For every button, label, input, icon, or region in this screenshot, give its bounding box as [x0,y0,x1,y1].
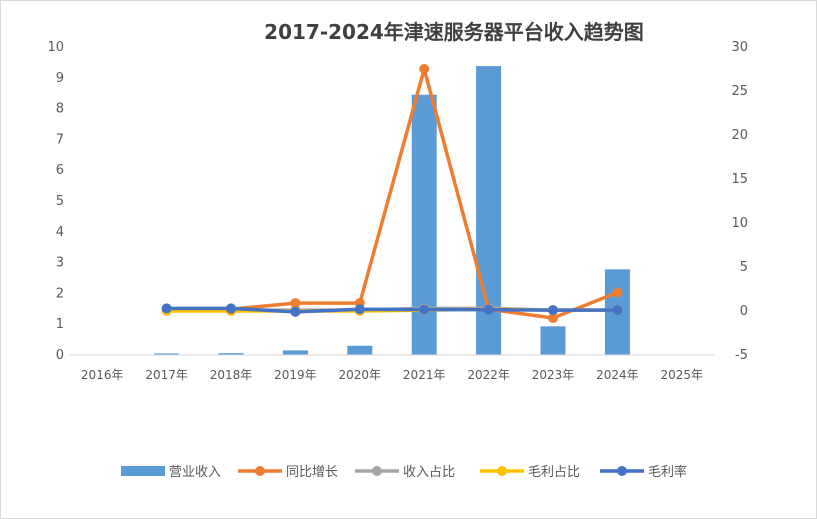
x-tick-label: 2017年 [145,368,188,382]
series-point-4 [290,306,301,317]
left-axis: 0 1 2 3 4 5 6 7 8 9 10 [47,40,64,363]
left-tick-label: 0 [56,348,64,363]
series-point-4 [419,304,430,315]
legend-swatch-marker [372,466,382,476]
x-tick-label: 2018年 [210,368,253,382]
x-axis: 2016年 2017年 2018年 2019年 2020年 2021年 2022年 2023年… [81,368,703,382]
right-tick-label: 20 [731,128,748,143]
right-tick-label: 10 [731,216,748,231]
left-tick-label: 5 [56,194,64,209]
legend: 营业收入 同比增长 收入占比 毛利占比 毛利率 [121,464,687,480]
right-tick-label: 5 [740,260,748,275]
legend-swatch-marker [617,466,627,476]
left-tick-label: 9 [56,71,64,86]
x-tick-label: 2021年 [403,368,446,382]
legend-swatch-marker [497,466,507,476]
bar-1 [154,353,180,355]
left-tick-label: 4 [56,225,64,240]
legend-label: 营业收入 [169,465,221,480]
right-tick-label: 15 [731,172,748,187]
series-point-4 [483,304,494,315]
series-point-1 [548,313,558,324]
series-point-4 [161,303,172,314]
x-tick-label: 2024年 [596,368,639,382]
left-tick-label: 2 [56,286,64,301]
series-point-1 [419,64,430,74]
legend-label: 毛利占比 [528,465,580,480]
right-tick-label: -5 [735,348,748,363]
right-axis: -5 0 5 10 15 20 25 30 [731,40,748,363]
bar-5 [411,94,437,356]
line-series [161,64,623,324]
bar-7 [540,326,566,355]
legend-swatch-marker [255,466,265,476]
x-tick-label: 2020年 [339,368,382,382]
x-tick-label: 2022年 [467,368,510,382]
x-tick-label: 2023年 [532,368,575,382]
x-tick-label: 2016年 [81,368,124,382]
legend-label: 毛利率 [648,464,687,480]
right-tick-label: 25 [731,84,748,99]
right-tick-label: 0 [740,304,748,319]
series-point-4 [612,305,623,316]
right-tick-label: 30 [731,40,748,55]
bar-2 [218,353,244,355]
legend-label: 收入占比 [403,465,455,480]
left-tick-label: 7 [56,132,64,147]
x-tick-label: 2025年 [661,368,704,382]
x-tick-label: 2019年 [274,368,317,382]
left-tick-label: 6 [56,163,64,178]
series-point-1 [612,287,623,298]
legend-swatch [121,466,165,476]
left-tick-label: 10 [47,40,64,55]
bar-4 [347,345,373,355]
series-line-4 [164,306,620,314]
chart-title: 2017-2024年津速服务器平台收入趋势图 [264,20,644,44]
left-tick-label: 1 [56,317,64,332]
legend-label: 同比增长 [286,465,338,480]
series-point-4 [226,303,236,314]
series-point-4 [354,304,365,315]
bar-3 [282,350,308,355]
series-point-4 [548,305,558,316]
left-tick-label: 8 [56,102,64,117]
series-point-1 [290,298,301,309]
left-tick-label: 3 [56,256,64,271]
